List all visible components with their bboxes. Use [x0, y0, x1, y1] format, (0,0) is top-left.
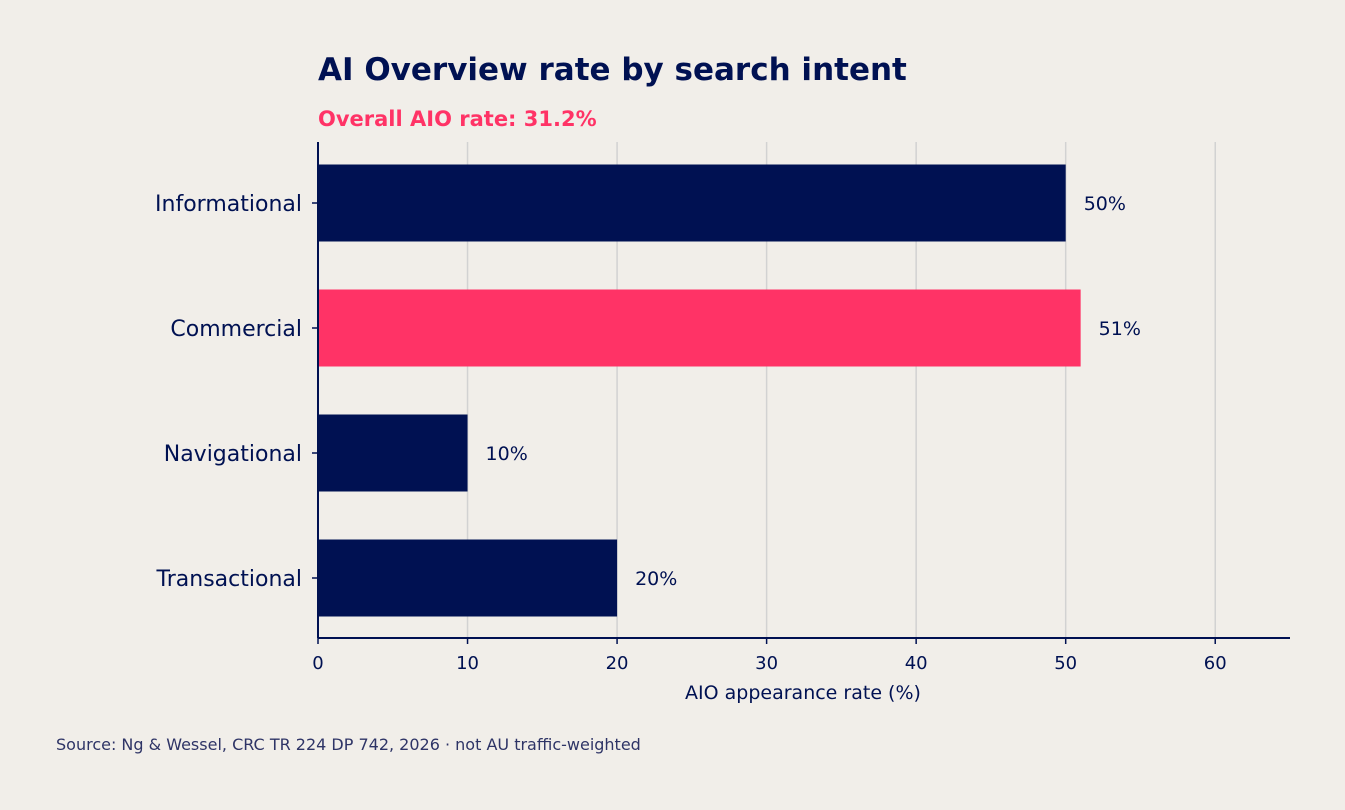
value-label-commercial: 51%: [1099, 318, 1141, 340]
category-label-navigational: Navigational: [164, 442, 302, 467]
category-label-informational: Informational: [155, 192, 302, 217]
bar-informational: [318, 164, 1066, 242]
bar-transactional: [318, 539, 618, 617]
x-tick-label-40: 40: [905, 653, 928, 674]
chart-subtitle: Overall AIO rate: 31.2%: [318, 107, 597, 131]
value-label-transactional: 20%: [635, 568, 677, 590]
x-axis-title: AIO appearance rate (%): [685, 682, 921, 704]
bars: [318, 164, 1081, 617]
x-tick-label-30: 30: [755, 653, 778, 674]
source-note: Source: Ng & Wessel, CRC TR 224 DP 742, …: [56, 735, 641, 754]
chart-title: AI Overview rate by search intent: [318, 52, 907, 88]
category-label-transactional: Transactional: [156, 567, 302, 592]
category-label-commercial: Commercial: [170, 317, 302, 342]
x-tick-label-20: 20: [606, 653, 629, 674]
value-label-informational: 50%: [1084, 193, 1126, 215]
x-tick-label-60: 60: [1204, 653, 1227, 674]
bar-commercial: [318, 289, 1081, 367]
axes: [312, 142, 1290, 644]
x-tick-label-10: 10: [456, 653, 479, 674]
bar-navigational: [318, 414, 468, 492]
x-tick-label-0: 0: [312, 653, 323, 674]
labels: 50% Informational 51% Commercial 10% Navigati…: [155, 192, 1227, 674]
x-tick-label-50: 50: [1054, 653, 1077, 674]
value-label-navigational: 10%: [486, 443, 528, 465]
